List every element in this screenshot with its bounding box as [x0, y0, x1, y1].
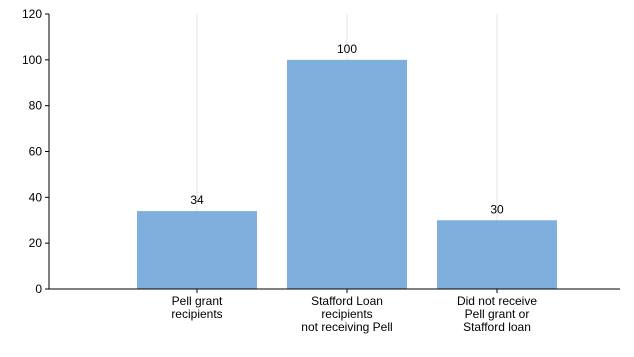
y-tick-label: 20 — [29, 236, 43, 250]
category-label: Did not receive — [457, 294, 537, 308]
category-label: recipients — [321, 307, 372, 321]
bar — [287, 59, 407, 290]
bar — [437, 220, 557, 289]
bars — [137, 59, 557, 290]
y-tick-label: 0 — [35, 282, 42, 296]
category-label: not receiving Pell — [301, 320, 392, 334]
y-tick-label: 120 — [22, 7, 42, 21]
category-label: Stafford Loan — [311, 294, 383, 308]
y-axis-ticks: 0 20 40 60 80 100 120 — [22, 7, 49, 296]
category-label: Pell grant or — [465, 307, 530, 321]
bar — [137, 211, 257, 289]
data-label: 34 — [190, 193, 204, 207]
category-label: Stafford loan — [463, 320, 531, 334]
y-tick-label: 100 — [22, 53, 42, 67]
data-label: 30 — [490, 202, 504, 216]
data-label: 100 — [337, 42, 357, 56]
y-tick-label: 80 — [29, 99, 43, 113]
y-tick-label: 60 — [29, 145, 43, 159]
category-label: recipients — [171, 307, 222, 321]
y-tick-label: 40 — [29, 190, 43, 204]
category-label: Pell grant — [172, 294, 223, 308]
data-labels: 34 100 30 — [190, 42, 504, 216]
